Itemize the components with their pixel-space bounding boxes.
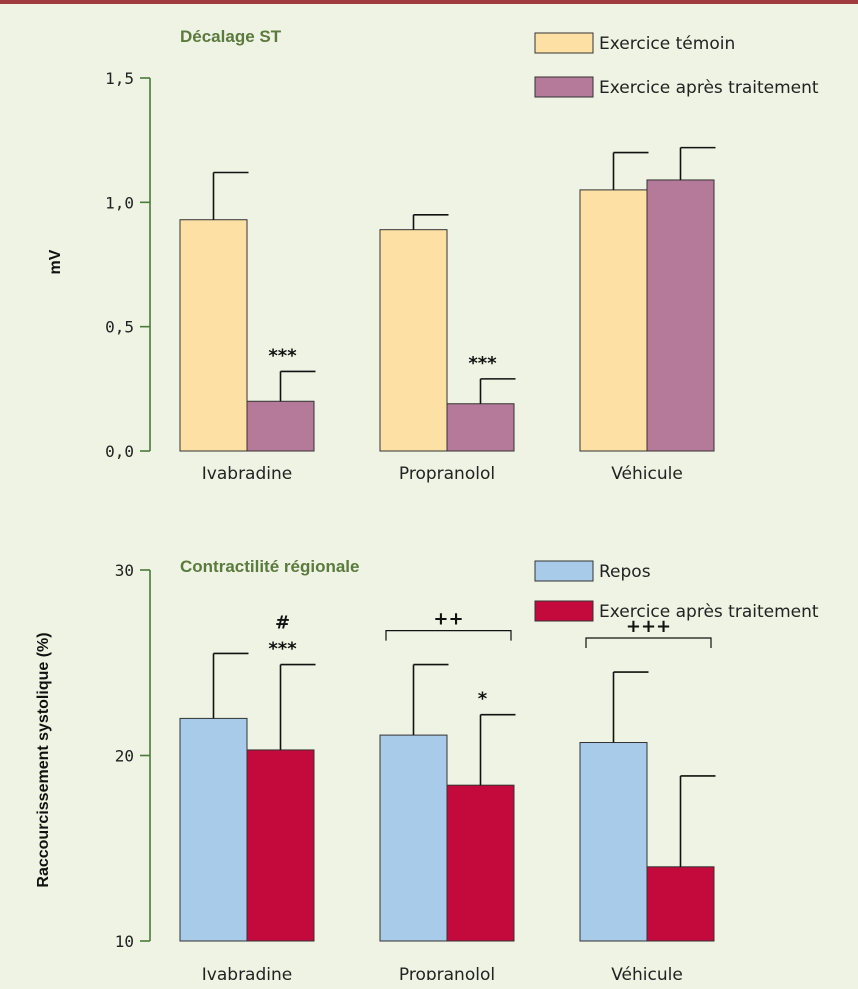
y-tick-label: 30 (115, 561, 134, 580)
y-axis-label: Raccourcissement systolique (%) (35, 632, 52, 887)
chart-title: Contractilité régionale (180, 557, 359, 576)
bracket-marker: +++ (626, 616, 671, 637)
significance-bracket (585, 637, 712, 649)
bar-ivabradine-series-0 (179, 717, 248, 942)
chart-regional-contractility: Contractilité régionale Raccourcissement … (35, 557, 819, 980)
bar-véhicule-series-1 (646, 179, 715, 452)
x-tick-label: Propranolol (399, 965, 495, 980)
significance-marker: # (275, 613, 290, 634)
bar-véhicule-series-1 (646, 866, 715, 942)
bar-propranolol-series-0 (379, 734, 448, 942)
bar-ivabradine-series-0 (179, 219, 248, 452)
y-tick-label: 1,0 (105, 193, 134, 212)
bar-véhicule-series-0 (579, 742, 648, 942)
x-tick-label: Propranolol (399, 464, 495, 484)
bar-véhicule-series-0 (579, 189, 648, 452)
bar-propranolol-series-0 (379, 229, 448, 452)
significance-marker: *** (468, 353, 497, 374)
bar-propranolol-series-1 (446, 784, 515, 942)
significance-marker: *** (268, 345, 297, 366)
y-tick-label: 0,0 (105, 442, 134, 461)
bar-ivabradine-series-1 (246, 400, 315, 452)
legend-label-0: Exercice témoin (599, 34, 735, 54)
significance-bracket (385, 630, 512, 641)
significance-marker: *** (268, 639, 297, 660)
chart-st-shift: Décalage ST mV 0,0 0,5 1,0 1,5 Ivabradine Propr… (47, 27, 819, 484)
bar-ivabradine-series-1 (246, 749, 315, 942)
legend-swatch-1 (534, 600, 594, 622)
y-axis-label: mV (47, 249, 64, 274)
x-tick-label: Véhicule (611, 965, 683, 980)
top-rule (0, 0, 858, 4)
bar-propranolol-series-1 (446, 403, 515, 452)
chart-title: Décalage ST (180, 27, 282, 46)
legend-label-1: Exercice après traitement (599, 602, 819, 622)
legend-swatch-0 (534, 560, 594, 582)
y-tick-label: 1,5 (105, 69, 134, 88)
y-tick-label: 20 (115, 747, 134, 766)
x-tick-label: Véhicule (611, 464, 683, 484)
x-tick-label: Ivabradine (202, 464, 292, 484)
y-tick-label: 10 (115, 932, 134, 951)
legend-label-0: Repos (599, 562, 651, 582)
legend-swatch-1 (534, 76, 594, 98)
y-tick-label: 0,5 (105, 318, 134, 337)
bracket-marker: ++ (433, 609, 463, 630)
legend-swatch-0 (534, 32, 594, 54)
x-tick-label: Ivabradine (202, 965, 292, 980)
legend-label-1: Exercice après traitement (599, 78, 819, 98)
significance-marker: * (478, 689, 488, 710)
